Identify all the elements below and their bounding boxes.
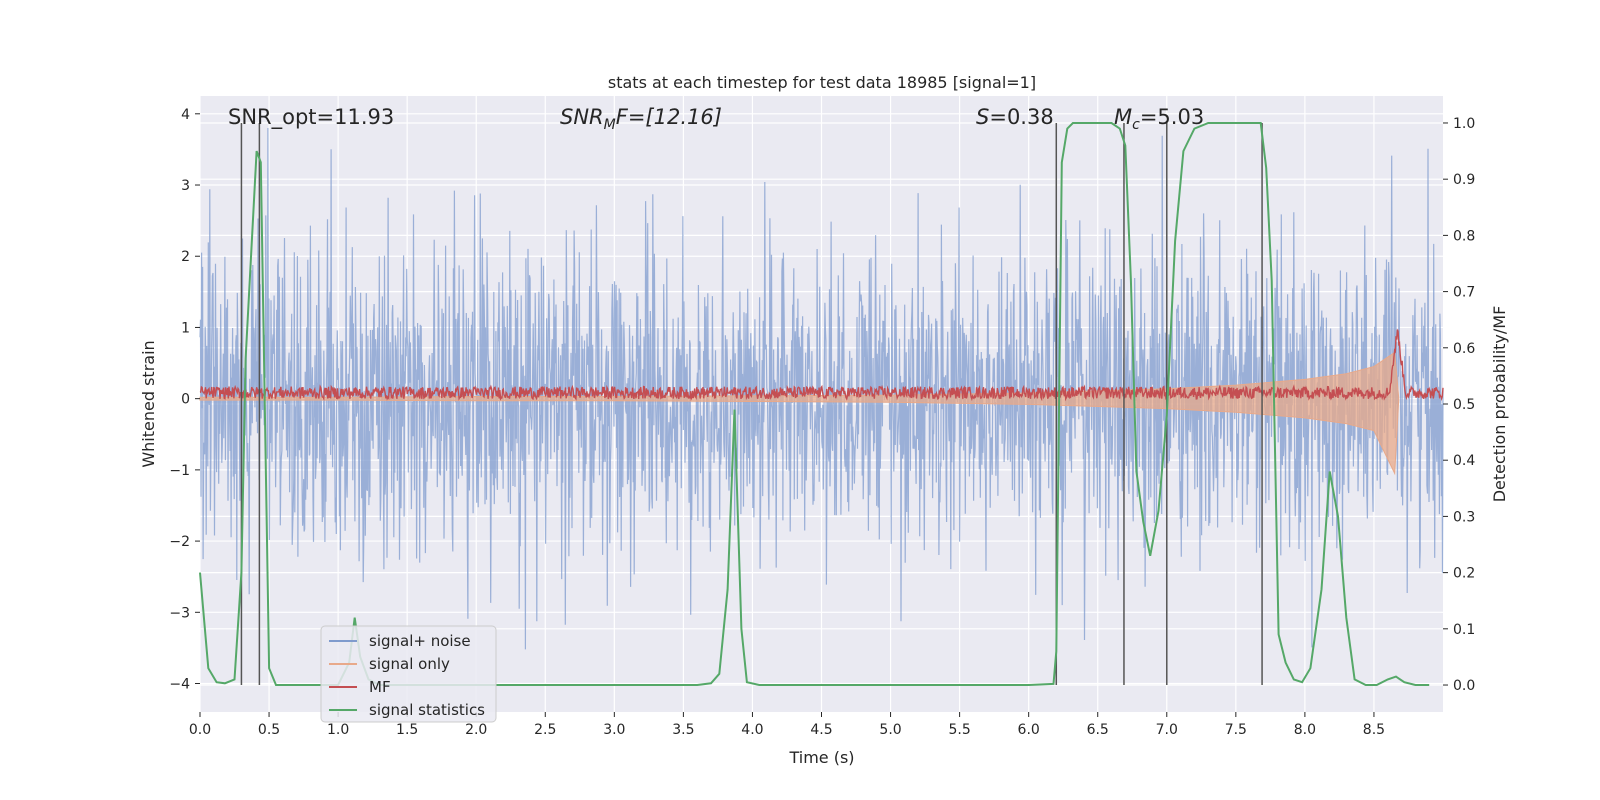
x-tick-label: 7.5 bbox=[1225, 722, 1247, 738]
y-left-tick-label: 4 bbox=[181, 107, 190, 123]
y-right-tick-label: 0.2 bbox=[1453, 566, 1475, 582]
x-tick-label: 5.5 bbox=[948, 722, 970, 738]
x-tick-label: 0.0 bbox=[189, 722, 211, 738]
chart-title: stats at each timestep for test data 189… bbox=[608, 73, 1036, 92]
x-tick-label: 1.5 bbox=[396, 722, 418, 738]
series-signal-statistics bbox=[199, 122, 1430, 686]
annotation-mc: Mc=5.03 bbox=[1114, 105, 1204, 133]
y-left-tick-label: −4 bbox=[169, 677, 190, 693]
x-tick-label: 7.0 bbox=[1156, 722, 1178, 738]
y-left-tick-label: 0 bbox=[181, 392, 190, 408]
x-tick-label: 0.5 bbox=[258, 722, 280, 738]
y-left-tick-label: −3 bbox=[169, 605, 190, 621]
x-tick-label: 5.0 bbox=[879, 722, 901, 738]
legend-label: MF bbox=[369, 678, 391, 696]
x-tick-label: 8.0 bbox=[1294, 722, 1316, 738]
legend: signal+ noise signal only MF signal statist… bbox=[320, 625, 497, 723]
annotation-snr-mf: SNRMF=[12.16] bbox=[560, 105, 722, 133]
x-tick-label: 8.5 bbox=[1363, 722, 1385, 738]
x-tick-label: 3.5 bbox=[672, 722, 694, 738]
y-right-tick-label: 0.3 bbox=[1453, 509, 1475, 525]
legend-label: signal+ noise bbox=[369, 632, 471, 650]
mf-line bbox=[199, 329, 1444, 402]
x-tick-label: 6.0 bbox=[1018, 722, 1040, 738]
x-axis-label: Time (s) bbox=[788, 748, 854, 767]
x-tick-label: 1.0 bbox=[327, 722, 349, 738]
axis-ticks: 0.0 0.5 1.0 1.5 2.0 2.5 3.0 3.5 4.0 4.5 5.0 5.5 6.0 6… bbox=[169, 107, 1475, 738]
annotation-mc-sub: c bbox=[1132, 117, 1140, 133]
annotation-snr-mf-sub: M bbox=[604, 117, 616, 133]
y-right-tick-label: 0.6 bbox=[1453, 341, 1475, 357]
x-tick-label: 6.5 bbox=[1087, 722, 1109, 738]
y-left-tick-label: 3 bbox=[181, 178, 190, 194]
series-mf bbox=[199, 329, 1444, 402]
annotation-mc-label: M bbox=[1114, 105, 1132, 129]
series-signal-noise bbox=[199, 127, 1444, 650]
y-left-tick-label: −2 bbox=[169, 534, 190, 550]
y-right-tick-label: 0.5 bbox=[1453, 397, 1475, 413]
annotation-s-value: =0.38 bbox=[989, 105, 1053, 129]
annotation-snr-mf-label: SNR bbox=[560, 105, 604, 129]
legend-box bbox=[320, 625, 497, 723]
y-right-tick-label: 0.9 bbox=[1453, 172, 1475, 188]
x-tick-label: 2.5 bbox=[534, 722, 556, 738]
y-left-tick-label: 2 bbox=[181, 249, 190, 265]
signal-noise-line bbox=[199, 127, 1444, 650]
y-axis-left-label: Whitened strain bbox=[139, 340, 158, 467]
x-tick-label: 2.0 bbox=[465, 722, 487, 738]
x-tick-label: 4.0 bbox=[741, 722, 763, 738]
y-axis-right-label: Detection probability/MF bbox=[1490, 306, 1509, 503]
x-tick-label: 4.5 bbox=[810, 722, 832, 738]
annotation-s-label: S bbox=[976, 105, 989, 129]
y-right-tick-label: 1.0 bbox=[1453, 116, 1475, 132]
legend-label: signal statistics bbox=[369, 701, 485, 719]
y-right-tick-label: 0.1 bbox=[1453, 622, 1475, 638]
series-signal-only bbox=[199, 351, 1400, 476]
annotation-mc-value: =5.03 bbox=[1140, 105, 1204, 129]
y-left-tick-label: −1 bbox=[169, 463, 190, 479]
signal-only-envelope bbox=[199, 351, 1400, 476]
legend-label: signal only bbox=[369, 655, 450, 673]
y-right-tick-label: 0.7 bbox=[1453, 285, 1475, 301]
y-left-tick-label: 1 bbox=[181, 320, 190, 336]
y-right-tick-label: 0.4 bbox=[1453, 453, 1475, 469]
annotation-s: S=0.38 bbox=[976, 105, 1054, 129]
annotation-snr-mf-rest: F=[12.16] bbox=[616, 105, 722, 129]
y-right-tick-label: 0.0 bbox=[1453, 678, 1475, 694]
vertical-markers bbox=[240, 122, 1263, 686]
y-right-tick-label: 0.8 bbox=[1453, 228, 1475, 244]
x-tick-label: 3.0 bbox=[603, 722, 625, 738]
signal-statistics-line bbox=[199, 122, 1430, 686]
annotation-snr-opt: SNR_opt=11.93 bbox=[228, 105, 394, 130]
